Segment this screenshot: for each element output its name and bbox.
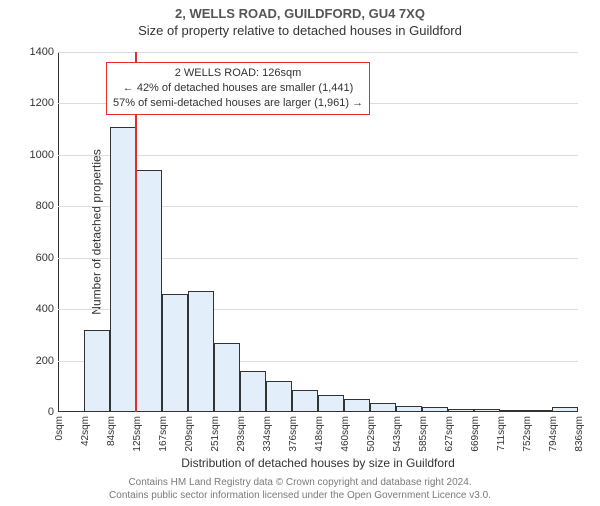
- histogram-bar: [266, 381, 292, 412]
- y-tick-label: 1000: [30, 149, 54, 161]
- y-tick-label: 1200: [30, 97, 54, 109]
- histogram-bar: [188, 291, 214, 412]
- x-tick-label: 752sqm: [522, 416, 533, 452]
- histogram-bar: [344, 399, 370, 412]
- x-tick-label: 585sqm: [418, 416, 429, 452]
- plot-region: 02004006008001000120014000sqm42sqm84sqm1…: [58, 52, 578, 412]
- histogram-bar: [110, 127, 136, 412]
- y-axis: [58, 52, 59, 412]
- histogram-bar: [500, 410, 526, 412]
- annotation-line: ← 42% of detached houses are smaller (1,…: [113, 81, 363, 96]
- x-tick-label: 502sqm: [366, 416, 377, 452]
- x-tick-label: 293sqm: [236, 416, 247, 452]
- x-tick-label: 0sqm: [54, 416, 65, 440]
- annotation-line: 57% of semi-detached houses are larger (…: [113, 96, 363, 111]
- histogram-bar: [240, 371, 266, 412]
- histogram-bar: [448, 409, 474, 412]
- chart-area: Number of detached properties 0200400600…: [58, 52, 578, 412]
- histogram-bar: [136, 170, 162, 412]
- page-subtitle: Size of property relative to detached ho…: [0, 23, 600, 38]
- x-tick-label: 42sqm: [80, 416, 91, 446]
- x-tick-label: 418sqm: [314, 416, 325, 452]
- histogram-bar: [526, 410, 552, 412]
- x-tick-label: 334sqm: [262, 416, 273, 452]
- x-tick-label: 711sqm: [496, 416, 507, 451]
- histogram-bar: [422, 407, 448, 412]
- page-address: 2, WELLS ROAD, GUILDFORD, GU4 7XQ: [0, 6, 600, 21]
- annotation-box: 2 WELLS ROAD: 126sqm← 42% of detached ho…: [106, 62, 370, 115]
- x-tick-label: 460sqm: [340, 416, 351, 452]
- x-tick-label: 251sqm: [210, 416, 221, 452]
- footer: Contains HM Land Registry data © Crown c…: [0, 476, 600, 502]
- y-tick-label: 1400: [30, 46, 54, 58]
- histogram-bar: [396, 406, 422, 412]
- histogram-bar: [214, 343, 240, 412]
- histogram-bar: [318, 395, 344, 412]
- x-tick-label: 794sqm: [548, 416, 559, 452]
- footer-line-2: Contains public sector information licen…: [0, 489, 600, 502]
- y-tick-label: 400: [36, 303, 54, 315]
- x-tick-label: 376sqm: [288, 416, 299, 452]
- y-tick-label: 600: [36, 252, 54, 264]
- y-tick-label: 800: [36, 200, 54, 212]
- x-tick-label: 669sqm: [470, 416, 481, 452]
- x-axis-label: Distribution of detached houses by size …: [58, 456, 578, 470]
- x-tick-label: 125sqm: [132, 416, 143, 452]
- x-tick-label: 84sqm: [106, 416, 117, 446]
- histogram-bar: [474, 409, 500, 412]
- histogram-bar: [84, 330, 110, 412]
- x-tick-label: 209sqm: [184, 416, 195, 452]
- y-tick-label: 200: [36, 355, 54, 367]
- footer-line-1: Contains HM Land Registry data © Crown c…: [0, 476, 600, 489]
- histogram-bar: [370, 403, 396, 412]
- annotation-line: 2 WELLS ROAD: 126sqm: [113, 66, 363, 81]
- x-tick-label: 167sqm: [158, 416, 169, 452]
- x-tick-label: 836sqm: [574, 416, 585, 452]
- x-tick-label: 627sqm: [444, 416, 455, 452]
- x-tick-label: 543sqm: [392, 416, 403, 452]
- histogram-bar: [292, 390, 318, 412]
- histogram-bar: [552, 407, 578, 412]
- histogram-bar: [162, 294, 188, 412]
